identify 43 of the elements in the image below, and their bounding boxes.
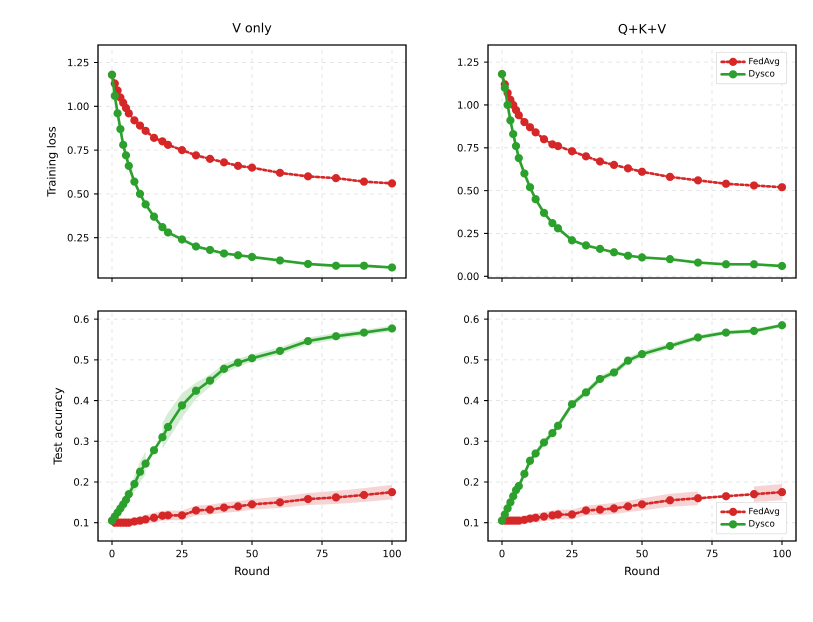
y-axis-title: Test accuracy [54, 388, 64, 465]
x-tick-label: 50 [246, 550, 258, 558]
y-tick-label: 0.25 [458, 230, 478, 238]
y-tick-label: 0.1 [74, 518, 88, 526]
x-tick-label: 50 [636, 550, 648, 558]
y-tick-label: 0.2 [464, 478, 478, 486]
x-tick-label: 100 [384, 550, 401, 558]
y-tick-label: 0.50 [458, 186, 479, 194]
y-tick-label: 0.1 [464, 518, 478, 526]
y-tick-label: 0.5 [74, 356, 88, 364]
x-axis-title: Round [235, 566, 269, 576]
y-tick-label: 1.25 [68, 58, 88, 66]
chart-title: Q+K+V [618, 24, 666, 35]
y-tick-label: 1.00 [68, 102, 89, 110]
y-tick-label: 0.00 [458, 272, 479, 280]
legend-label: Dysco [749, 520, 774, 528]
y-tick-label: 1.00 [458, 101, 479, 109]
legend-label: Dysco [749, 70, 774, 78]
y-tick-label: 0.3 [74, 437, 88, 446]
x-tick-label: 75 [706, 550, 718, 558]
x-tick-label: 0 [499, 550, 505, 558]
x-axis-title: Round [625, 566, 659, 576]
legend-label: FedAvg [749, 508, 780, 516]
y-tick-label: 0.6 [464, 315, 479, 323]
x-tick-label: 25 [566, 550, 578, 558]
y-tick-label: 0.75 [68, 146, 88, 154]
y-tick-label: 0.50 [68, 190, 89, 198]
y-tick-label: 0.5 [464, 356, 478, 364]
legend-label: FedAvg [749, 58, 780, 66]
y-axis-title: Training loss [46, 126, 58, 197]
x-tick-label: 100 [774, 550, 791, 558]
y-tick-label: 0.6 [74, 315, 89, 323]
x-tick-label: 25 [176, 550, 188, 558]
y-tick-label: 0.3 [464, 437, 478, 446]
y-tick-label: 0.4 [464, 396, 479, 404]
y-tick-label: 0.25 [68, 234, 88, 242]
y-tick-label: 1.25 [458, 58, 478, 66]
y-tick-label: 0.75 [458, 144, 478, 152]
y-tick-label: 0.4 [74, 396, 89, 404]
chart-title: V only [232, 22, 272, 35]
x-tick-label: 0 [109, 550, 115, 558]
x-tick-label: 75 [316, 550, 328, 558]
y-tick-label: 0.2 [74, 478, 88, 486]
